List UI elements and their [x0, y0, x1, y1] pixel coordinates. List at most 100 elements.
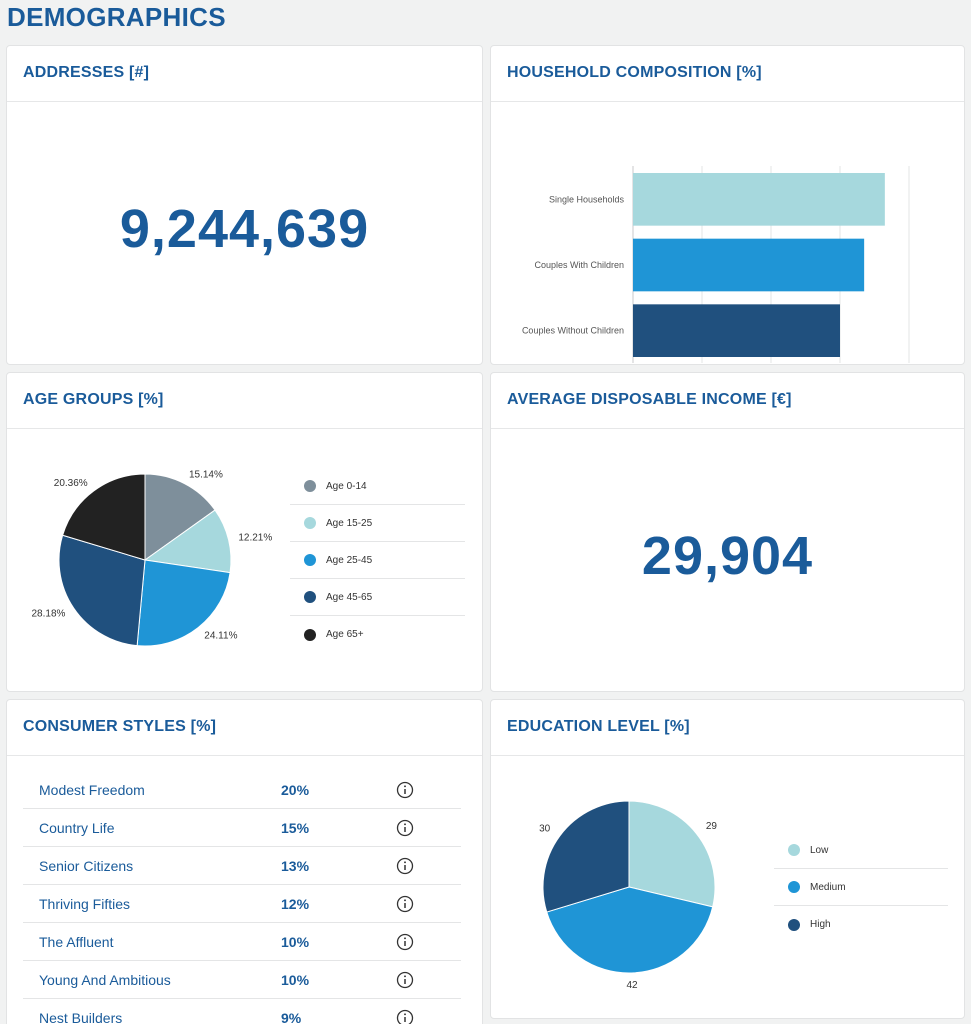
pie-slice[interactable]: [628, 800, 716, 908]
pie-slice[interactable]: [144, 473, 216, 561]
pie-slice[interactable]: [62, 473, 146, 561]
consumer-styles-list: Modest Freedom 20% Country Life 15% Senior C…: [23, 771, 461, 1024]
info-icon[interactable]: [396, 933, 414, 951]
consumer-style-row: The Affluent 10%: [23, 923, 461, 961]
consumer-style-name: Nest Builders: [39, 1009, 123, 1024]
consumer-style-percent: 12%: [281, 895, 310, 912]
pie-data-label: 12.21%: [238, 533, 272, 544]
info-icon[interactable]: [396, 895, 414, 913]
addresses-card-header: ADDRESSES [#]: [7, 46, 482, 102]
consumer-style-percent: 20%: [281, 781, 310, 798]
bar[interactable]: [633, 238, 865, 292]
pie-data-label: 30: [539, 824, 551, 835]
pie-slice[interactable]: [546, 886, 714, 974]
info-icon[interactable]: [396, 971, 414, 989]
legend-swatch: [304, 517, 316, 529]
legend-swatch: [788, 844, 800, 856]
legend-swatch: [788, 881, 800, 893]
consumer-styles-card-header: CONSUMER STYLES [%]: [7, 700, 482, 756]
legend-item[interactable]: Age 65+: [290, 616, 465, 653]
legend-swatch: [788, 918, 800, 931]
legend-label: Low: [810, 844, 829, 856]
pie-data-label: 15.14%: [189, 470, 223, 481]
income-card-header: AVERAGE DISPOSABLE INCOME [€]: [491, 373, 964, 429]
consumer-style-name: Modest Freedom: [39, 781, 145, 798]
pie-data-label: 20.36%: [54, 478, 88, 489]
pie-slice[interactable]: [58, 534, 146, 647]
legend-label: Age 15-25: [326, 517, 373, 529]
legend-item[interactable]: Age 45-65: [290, 579, 465, 616]
pie-data-label: 42: [626, 980, 638, 991]
pie-data-label: 28.18%: [32, 609, 66, 620]
pie-slice[interactable]: [542, 800, 630, 913]
education-title: EDUCATION LEVEL [%]: [507, 718, 690, 735]
legend-item[interactable]: Medium: [774, 869, 948, 906]
age-groups-pie-chart: 15.14% 12.21% 24.11% 28.18% 20.36%: [32, 470, 272, 647]
age-groups-card-header: AGE GROUPS [%]: [7, 373, 482, 429]
education-card: EDUCATION LEVEL [%] 29 42 30 Low Medium High: [490, 699, 965, 1019]
household-card: HOUSEHOLD COMPOSITION [%] 010203040Singl…: [490, 45, 965, 365]
income-card: AVERAGE DISPOSABLE INCOME [€] 29,904: [490, 372, 965, 692]
pie-data-label: 24.11%: [204, 631, 237, 642]
legend-swatch: [304, 480, 316, 492]
bar[interactable]: [633, 173, 885, 226]
consumer-styles-card: CONSUMER STYLES [%]: [6, 699, 483, 1024]
consumer-style-name: Thriving Fifties: [39, 895, 131, 912]
consumer-style-name: Young And Ambitious: [39, 971, 171, 988]
legend-item[interactable]: Low: [774, 832, 948, 869]
education-legend: Low Medium High: [774, 832, 948, 943]
addresses-title: ADDRESSES [#]: [23, 64, 150, 81]
info-icon[interactable]: [396, 1009, 414, 1024]
legend-item[interactable]: Age 25-45: [290, 542, 465, 579]
consumer-style-name: Senior Citizens: [39, 857, 134, 874]
consumer-styles-title: CONSUMER STYLES [%]: [23, 718, 217, 735]
legend-label: Medium: [810, 881, 846, 893]
legend-label: Age 0-14: [326, 480, 367, 492]
category-label: Single Households: [549, 194, 625, 204]
info-icon[interactable]: [396, 781, 414, 799]
consumer-style-percent: 9%: [281, 1009, 302, 1024]
legend-swatch: [304, 554, 316, 566]
info-icon[interactable]: [396, 819, 414, 837]
addresses-value: 9,244,639: [119, 199, 370, 259]
category-label: Couples Without Children: [522, 326, 624, 336]
consumer-style-row: Nest Builders 9%: [23, 999, 461, 1024]
category-label: Couples With Children: [534, 260, 624, 270]
legend-label: Age 65+: [326, 629, 364, 640]
legend-swatch: [304, 628, 316, 641]
pie-data-label: 29: [706, 821, 718, 832]
consumer-style-percent: 10%: [281, 971, 310, 988]
consumer-style-row: Senior Citizens 13%: [23, 847, 461, 885]
pie-slice[interactable]: [143, 509, 232, 574]
info-icon[interactable]: [396, 857, 414, 875]
consumer-style-row: Thriving Fifties 12%: [23, 885, 461, 923]
household-title: HOUSEHOLD COMPOSITION [%]: [507, 64, 762, 81]
bar[interactable]: [633, 304, 840, 357]
addresses-card: ADDRESSES [#] 9,244,639: [6, 45, 483, 365]
page-title: DEMOGRAPHICS: [7, 2, 226, 32]
legend-label: High: [810, 919, 831, 930]
education-pie-chart: 29 42 30: [539, 800, 718, 991]
consumer-style-percent: 13%: [281, 857, 310, 874]
household-card-header: HOUSEHOLD COMPOSITION [%]: [491, 46, 964, 102]
legend-item[interactable]: Age 15-25: [290, 505, 465, 542]
age-groups-legend: Age 0-14 Age 15-25 Age 25-45 Age 45-65 Age 6…: [290, 468, 465, 653]
legend-label: Age 45-65: [326, 591, 373, 603]
age-groups-title: AGE GROUPS [%]: [23, 391, 164, 408]
legend-item[interactable]: Age 0-14: [290, 468, 465, 505]
consumer-style-percent: 10%: [281, 933, 310, 950]
pie-slice[interactable]: [136, 559, 231, 647]
age-groups-card: AGE GROUPS [%] 15.14% 12.21% 24.11% 28.18% 2…: [6, 372, 483, 692]
consumer-style-name: The Affluent: [39, 933, 114, 950]
legend-label: Age 25-45: [326, 554, 373, 566]
consumer-style-name: Country Life: [39, 819, 115, 836]
education-card-header: EDUCATION LEVEL [%]: [491, 700, 964, 756]
consumer-style-row: Young And Ambitious 10%: [23, 961, 461, 999]
consumer-style-percent: 15%: [281, 819, 310, 836]
income-title: AVERAGE DISPOSABLE INCOME [€]: [507, 391, 792, 408]
legend-swatch: [304, 591, 316, 603]
consumer-style-row: Modest Freedom 20%: [23, 771, 461, 809]
income-value: 29,904: [641, 526, 814, 586]
legend-item[interactable]: High: [774, 906, 948, 943]
